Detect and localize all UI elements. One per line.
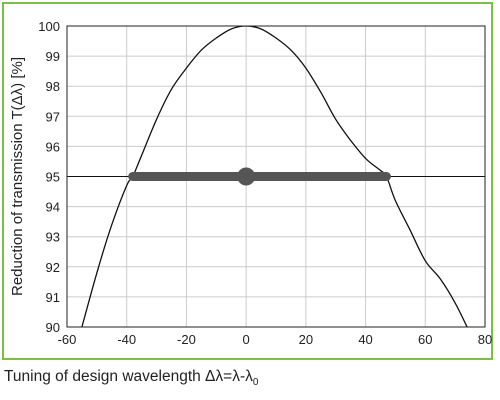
x-tick-label: -60 — [58, 332, 77, 347]
x-axis-label-sub: 0 — [252, 377, 259, 389]
x-tick-label: 60 — [418, 332, 432, 347]
y-tick-label: 98 — [46, 79, 60, 94]
plot-area — [67, 26, 485, 327]
y-tick-label: 93 — [46, 230, 60, 245]
x-axis-label-main: Tuning of design wavelength Δλ=λ-λ — [4, 368, 253, 385]
x-tick-label: 80 — [478, 332, 492, 347]
y-tick-label: 92 — [46, 260, 60, 275]
y-tick-label: 100 — [38, 19, 60, 34]
x-tick-label: -40 — [117, 332, 136, 347]
chart: -60 -40 -20 0 20 40 60 80 90 91 92 93 94 95 96 97 98 99 10… — [9, 19, 492, 347]
x-tick-label: 20 — [299, 332, 313, 347]
tick-labels: -60 -40 -20 0 20 40 60 80 90 91 92 93 94 95 96 97 98 99 10… — [38, 19, 492, 347]
x-tick-label: 40 — [358, 332, 372, 347]
y-tick-label: 96 — [46, 139, 60, 154]
y-tick-label: 99 — [46, 49, 60, 64]
y-tick-label: 95 — [46, 170, 60, 185]
plot-border — [66, 25, 486, 328]
y-tick-label: 97 — [46, 109, 60, 124]
grid — [67, 26, 485, 327]
y-tick-label: 90 — [46, 320, 60, 335]
x-tick-label: -20 — [177, 332, 196, 347]
y-tick-label: 94 — [46, 200, 60, 215]
x-tick-label: 0 — [243, 332, 250, 347]
y-tick-label: 91 — [46, 290, 60, 305]
center-marker — [237, 167, 256, 186]
chart-frame — [2, 2, 493, 360]
y-axis-label: Reduction of transmission T(Δλ) [%] — [9, 57, 26, 296]
x-axis-label: Tuning of design wavelength Δλ=λ-λ0 — [4, 368, 258, 388]
transmission-curve — [81, 26, 468, 327]
